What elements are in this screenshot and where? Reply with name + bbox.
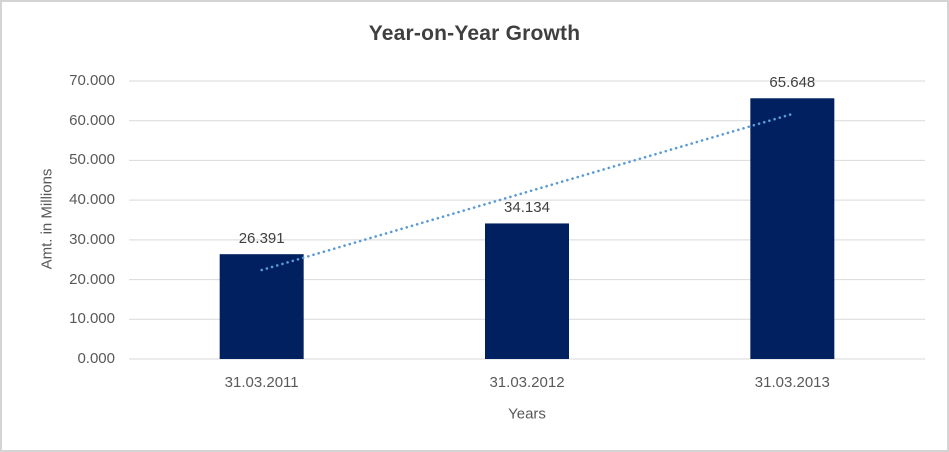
- chart-title: Year-on-Year Growth: [368, 22, 581, 45]
- bar: [219, 254, 304, 359]
- y-tick-label: 20.000: [69, 270, 115, 288]
- y-tick-label: 0.000: [77, 350, 115, 367]
- y-tick-label: 60.000: [69, 111, 115, 129]
- y-tick-label: 70.000: [69, 72, 115, 89]
- bar: [750, 98, 835, 359]
- y-axis-title: Amt. in Millions: [38, 168, 56, 270]
- trendline: [260, 112, 794, 272]
- x-axis-title: Years: [508, 405, 546, 423]
- data-label: 65.648: [769, 74, 816, 92]
- y-tick-label: 40.000: [69, 191, 115, 209]
- y-tick-label: 10.000: [69, 310, 115, 328]
- y-tick-label: 50.000: [69, 151, 115, 169]
- data-label: 26.391: [238, 230, 285, 248]
- data-label: 34.134: [504, 199, 550, 217]
- x-category-label: 31.03.2011: [224, 374, 299, 391]
- x-category-label: 31.03.2012: [489, 374, 565, 391]
- y-tick-label: 30.000: [69, 230, 115, 248]
- x-category-label: 31.03.2013: [754, 374, 830, 391]
- bar: [485, 223, 569, 359]
